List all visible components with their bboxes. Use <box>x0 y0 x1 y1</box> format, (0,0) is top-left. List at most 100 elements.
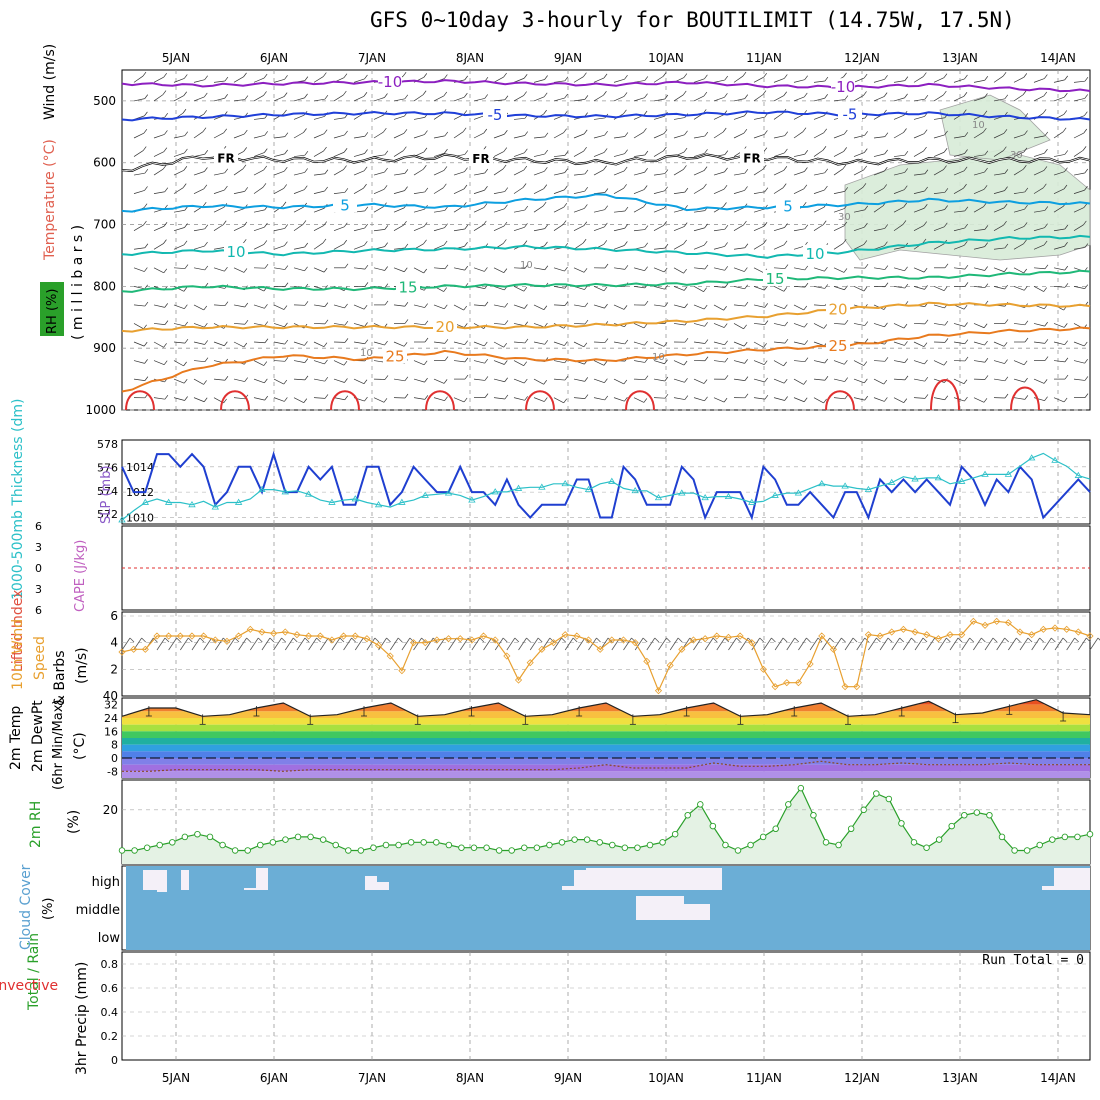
wind-barb <box>604 130 608 136</box>
surface-wind-barb <box>1039 637 1044 643</box>
wind-barb <box>573 242 584 250</box>
wind-barb <box>193 323 205 328</box>
wind-barb <box>543 380 547 385</box>
wind-barb <box>544 340 549 345</box>
wind-barb <box>404 393 409 399</box>
wind-barb <box>423 268 427 274</box>
wind-speed-marker <box>619 636 628 644</box>
wind-barb <box>1063 184 1068 190</box>
wind-barb <box>144 267 148 272</box>
wind-barb <box>343 239 347 245</box>
wind-barb <box>644 168 648 173</box>
wind-barb <box>763 72 767 78</box>
wind-barb <box>784 304 788 309</box>
wind-barb <box>904 266 908 272</box>
wind-barb <box>473 224 484 232</box>
wind-barb <box>493 168 504 176</box>
hot-contour <box>330 390 360 411</box>
wind-barb <box>762 90 767 95</box>
wind-barb <box>1064 92 1068 98</box>
wind-barb <box>743 128 748 134</box>
bottom-date-label: 10JAN <box>648 1071 684 1085</box>
wind-barb <box>742 71 747 77</box>
bottom-date-label: 13JAN <box>942 1071 978 1085</box>
wind-barb <box>424 187 429 193</box>
wind-barb <box>423 73 428 78</box>
wind-barb <box>233 208 245 213</box>
wind-barb <box>893 172 905 176</box>
wind-barb <box>333 191 345 194</box>
wind-speed-marker <box>305 632 313 640</box>
wind-barb <box>173 378 185 384</box>
wind-barb <box>333 117 345 120</box>
wind-barb <box>504 95 509 100</box>
wind-barb <box>953 187 964 194</box>
wind-barb <box>893 114 905 120</box>
wind-barb <box>1073 207 1085 213</box>
wind-barb <box>783 240 788 246</box>
wind-speed-marker <box>1063 625 1071 633</box>
wind-barb <box>193 171 205 176</box>
wind-barb <box>223 128 227 134</box>
wind-barb <box>473 360 485 364</box>
wind-speed-marker <box>375 641 383 649</box>
wind-barb <box>544 224 549 229</box>
wind-barb <box>1033 152 1045 157</box>
wind-barb <box>1013 243 1024 250</box>
wind-barb <box>753 243 764 250</box>
rh-marker <box>407 839 415 846</box>
wind-barb <box>724 242 728 247</box>
wind-barb <box>473 98 485 102</box>
cloud-axis-label: Cloud Cover <box>18 864 34 950</box>
wind-barb <box>293 224 304 232</box>
wind-barb <box>524 131 528 136</box>
surface-wind-barb <box>529 637 539 651</box>
wind-speed-marker <box>293 631 301 639</box>
wind-barb <box>824 185 828 191</box>
wind-barb <box>724 150 729 155</box>
wind-barb <box>603 165 607 170</box>
surface-wind-barb <box>1086 637 1091 643</box>
wind-barb <box>144 111 148 117</box>
rh-marker <box>181 833 189 841</box>
wind-barb <box>1003 221 1007 226</box>
wind-barb <box>453 304 464 311</box>
wind-barb <box>484 186 488 191</box>
wind-barb <box>173 244 185 250</box>
wind-barb <box>423 222 428 227</box>
surface-wind-barb <box>479 637 485 643</box>
wind-barb <box>484 168 489 174</box>
wind-barb <box>864 378 868 384</box>
wind-barb <box>663 146 667 152</box>
wind-barb <box>983 127 987 133</box>
wind-barb <box>964 282 969 287</box>
wind-barb <box>903 185 908 190</box>
rh-legend-swatch <box>40 282 64 336</box>
wind-barb <box>984 283 989 288</box>
wind-barb <box>164 130 168 135</box>
wind-barb <box>364 396 368 402</box>
wind-barb <box>264 304 268 309</box>
wind-barb <box>204 75 208 80</box>
surface-wind-barb <box>724 637 730 643</box>
wind-barb <box>564 301 569 306</box>
wind-barb <box>1033 135 1045 139</box>
rh-marker <box>294 833 302 841</box>
wind-barb <box>1033 78 1045 83</box>
surface-wind-barb <box>249 637 259 651</box>
wind-barb <box>393 224 404 232</box>
wind-barb <box>483 220 487 226</box>
wind-barb <box>1082 146 1087 151</box>
temp-color-band <box>122 771 1090 778</box>
wind-barb <box>313 190 325 194</box>
wind-barb <box>853 378 865 384</box>
wind-barb <box>713 323 725 328</box>
wind-barb <box>603 148 608 153</box>
wind-barb <box>163 147 168 152</box>
wind-barb <box>913 133 925 139</box>
wind-barb <box>184 223 188 228</box>
wind-barb <box>443 240 448 246</box>
wind-barb <box>593 134 605 139</box>
wind-barb <box>923 146 927 152</box>
wind-barb <box>163 343 167 348</box>
